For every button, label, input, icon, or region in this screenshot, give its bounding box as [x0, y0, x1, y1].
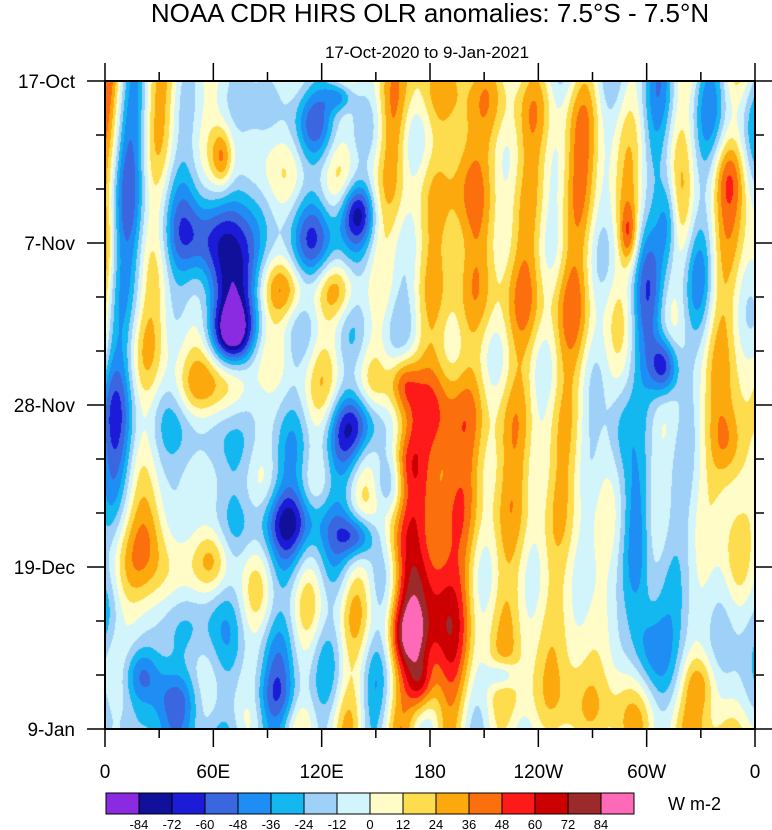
colorbar-swatch: [171, 792, 206, 815]
colorbar-swatch: [105, 792, 140, 815]
y-tick-label: 19-Dec: [14, 558, 75, 579]
colorbar-label: 48: [495, 817, 509, 830]
y-tick-label: 9-Jan: [27, 720, 75, 741]
colorbar-label: -84: [130, 817, 149, 830]
colorbar-label: -60: [196, 817, 215, 830]
colorbar-label: 72: [561, 817, 575, 830]
colorbar-swatch: [237, 792, 272, 815]
x-tick-label: 0: [750, 762, 761, 783]
colorbar-label: 36: [462, 817, 476, 830]
colorbar-label: -12: [328, 817, 347, 830]
plot-area: [104, 80, 756, 730]
olr-anomaly-field: [105, 81, 755, 729]
colorbar-units: W m-2: [668, 794, 721, 814]
colorbar-label: 0: [366, 817, 373, 830]
colorbar-swatch: [468, 792, 503, 815]
colorbar-label: 24: [429, 817, 443, 830]
colorbar-label: 12: [396, 817, 410, 830]
chart-subtitle: 17-Oct-2020 to 9-Jan-2021: [325, 43, 529, 62]
x-tick-label: 60W: [627, 762, 666, 783]
colorbar-label: -48: [229, 817, 248, 830]
x-tick-label: 60E: [196, 762, 230, 783]
x-axis: 0 60E 120E 180 120W 60W 0: [100, 63, 761, 783]
colorbar-swatch: [567, 792, 602, 815]
colorbar-label: 84: [594, 817, 608, 830]
colorbar-swatch: [435, 792, 470, 815]
colorbar-swatch: [138, 792, 173, 815]
colorbar-label: 60: [528, 817, 542, 830]
colorbar-swatch: [369, 792, 404, 815]
colorbar-swatch: [336, 792, 371, 815]
colorbar-swatch: [303, 792, 338, 815]
colorbar-label: -36: [262, 817, 281, 830]
y-tick-label: 17-Oct: [18, 72, 76, 93]
x-tick-label: 0: [100, 762, 111, 783]
colorbar-label: -24: [295, 817, 314, 830]
chart-title: NOAA CDR HIRS OLR anomalies: 7.5°S - 7.5…: [151, 0, 709, 28]
colorbar-swatch: [600, 792, 635, 815]
x-tick-label: 180: [414, 762, 446, 783]
y-tick-label: 7-Nov: [24, 234, 75, 255]
y-axis: 17-Oct 7-Nov 28-Nov 19-Dec 9-Jan: [14, 72, 772, 741]
colorbar-label: -72: [163, 817, 182, 830]
colorbar: -84 -72 -60 -48 -36 -24 -12 0 12 24 36 48 60 72 84: [105, 792, 635, 830]
colorbar-swatch: [204, 792, 239, 815]
colorbar-swatch: [501, 792, 536, 815]
colorbar-swatch: [270, 792, 305, 815]
y-tick-label: 28-Nov: [14, 396, 76, 417]
colorbar-swatch: [402, 792, 437, 815]
colorbar-swatch: [534, 792, 569, 815]
x-tick-label: 120E: [299, 762, 343, 783]
x-tick-label: 120W: [514, 762, 564, 783]
